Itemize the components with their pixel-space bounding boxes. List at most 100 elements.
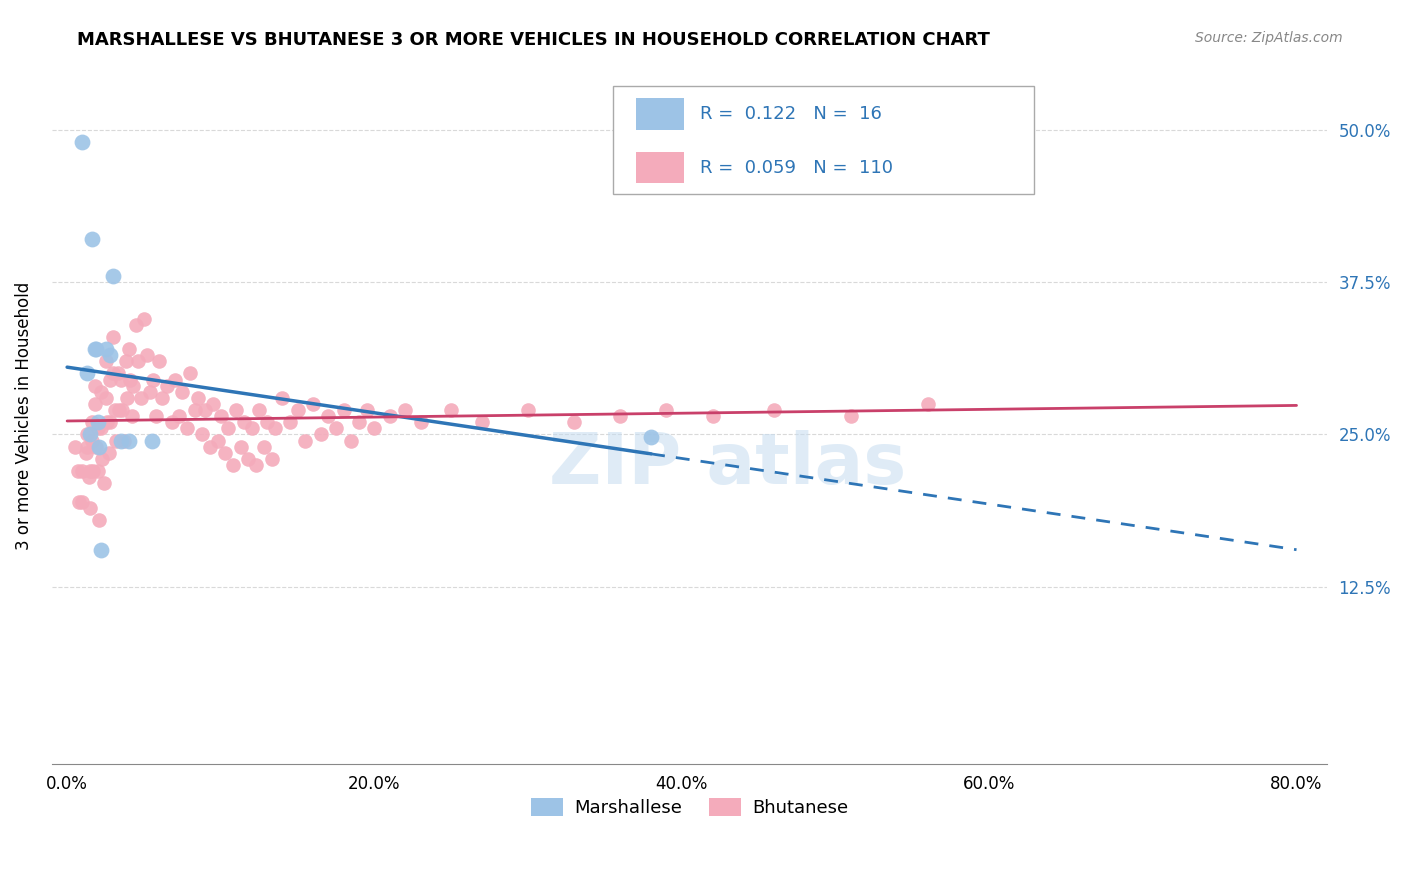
Point [640, 430, 662, 444]
Point [179, 367, 201, 381]
Point [141, 434, 163, 448]
Point [394, 403, 416, 417]
Point [66, 464, 89, 478]
FancyBboxPatch shape [636, 98, 685, 129]
Point [87, 464, 110, 478]
Point [120, 373, 142, 387]
Text: R =  0.122   N =  16: R = 0.122 N = 16 [700, 105, 882, 123]
Point [145, 409, 167, 424]
Point [176, 421, 198, 435]
Point [80, 232, 103, 246]
Point [125, 318, 148, 332]
Point [187, 391, 209, 405]
Point [245, 458, 267, 472]
Y-axis label: 3 or more Vehicles in Household: 3 or more Vehicles in Household [15, 282, 32, 550]
Point [517, 403, 540, 417]
Point [218, 421, 240, 435]
Point [91, 451, 114, 466]
Point [115, 391, 138, 405]
Point [94, 391, 117, 405]
Point [256, 415, 278, 429]
Point [67, 494, 90, 508]
Point [247, 403, 270, 417]
Point [169, 409, 191, 424]
Point [72, 464, 94, 478]
Point [97, 446, 120, 460]
Point [152, 391, 174, 405]
Point [409, 415, 432, 429]
Point [172, 384, 194, 399]
Point [238, 451, 260, 466]
Point [294, 434, 316, 448]
Point [332, 403, 354, 417]
Point [198, 440, 221, 454]
Point [122, 378, 145, 392]
Point [98, 348, 121, 362]
Point [86, 342, 108, 356]
Point [440, 403, 463, 417]
Point [156, 378, 179, 392]
Point [82, 464, 104, 478]
Point [80, 434, 103, 448]
Point [83, 397, 105, 411]
Point [72, 135, 94, 149]
Point [655, 403, 678, 417]
Point [278, 415, 301, 429]
Point [471, 415, 494, 429]
Point [83, 342, 105, 356]
Point [325, 421, 347, 435]
Point [263, 421, 285, 435]
Point [121, 409, 143, 424]
Point [79, 427, 101, 442]
Point [340, 434, 363, 448]
Point [287, 403, 309, 417]
Point [163, 373, 186, 387]
Point [132, 311, 155, 326]
FancyBboxPatch shape [636, 152, 685, 183]
Point [96, 415, 118, 429]
Point [94, 354, 117, 368]
Point [63, 440, 86, 454]
Point [93, 476, 115, 491]
Point [108, 403, 131, 417]
Point [104, 403, 127, 417]
Point [90, 543, 112, 558]
Point [347, 415, 370, 429]
Point [839, 409, 862, 424]
Point [90, 384, 112, 399]
Point [136, 348, 159, 362]
Legend: Marshallese, Bhutanese: Marshallese, Bhutanese [523, 790, 856, 824]
Point [87, 421, 110, 435]
FancyBboxPatch shape [613, 86, 1033, 194]
Point [209, 409, 232, 424]
Point [194, 403, 217, 417]
Point [191, 427, 214, 442]
Point [917, 397, 939, 411]
Point [302, 397, 325, 411]
Point [117, 434, 139, 448]
Point [80, 415, 103, 429]
Point [356, 403, 378, 417]
Point [75, 446, 97, 460]
Point [79, 464, 101, 478]
Point [309, 427, 332, 442]
Point [79, 500, 101, 515]
Point [229, 440, 252, 454]
Point [139, 384, 162, 399]
Point [271, 391, 294, 405]
Point [76, 440, 98, 454]
Point [702, 409, 724, 424]
Point [148, 354, 170, 368]
Point [609, 409, 631, 424]
Text: R =  0.059   N =  110: R = 0.059 N = 110 [700, 159, 893, 177]
Text: ZIP atlas: ZIP atlas [550, 430, 907, 500]
Point [76, 427, 98, 442]
Point [260, 451, 283, 466]
Point [83, 378, 105, 392]
Point [89, 440, 111, 454]
Point [214, 446, 236, 460]
Point [98, 415, 121, 429]
Point [378, 409, 401, 424]
Point [87, 415, 110, 429]
Point [562, 415, 585, 429]
